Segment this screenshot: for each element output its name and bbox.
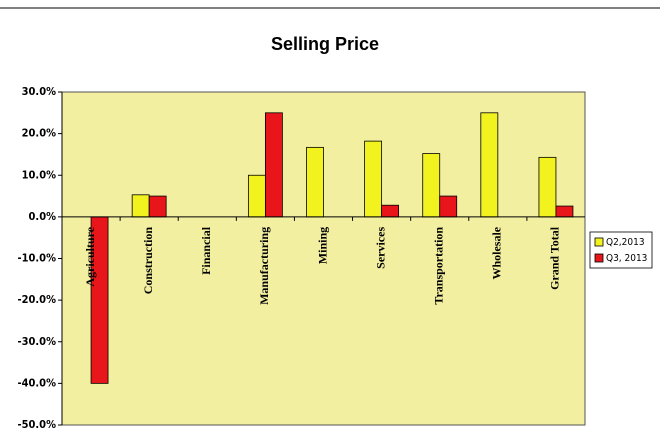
- x-tick-label: Financial: [199, 226, 213, 275]
- y-tick-label: 20.0%: [22, 127, 56, 140]
- bar: [538, 156, 557, 218]
- y-tick-label: -40.0%: [18, 376, 57, 389]
- x-tick-label: Wholesale: [490, 226, 504, 279]
- bar: [306, 146, 324, 218]
- x-tick-label: Construction: [141, 227, 155, 295]
- y-tick-label: -30.0%: [18, 335, 57, 348]
- x-tick-label: Manufacturing: [257, 227, 271, 305]
- y-tick-label: 30.0%: [22, 85, 56, 98]
- bar: [422, 153, 441, 218]
- y-tick-label: -50.0%: [18, 418, 57, 431]
- y-tick-label: 10.0%: [22, 168, 56, 181]
- bar: [247, 174, 266, 218]
- y-tick-label: -10.0%: [18, 252, 57, 265]
- legend-swatch: [594, 253, 604, 263]
- legend-label: Q2,2013: [606, 237, 645, 248]
- legend-label: Q3, 2013: [606, 253, 647, 264]
- bar: [364, 140, 383, 218]
- x-tick-label: Agriculture: [83, 226, 97, 286]
- x-tick-label: Services: [373, 227, 387, 269]
- x-tick-label: Mining: [315, 227, 329, 264]
- bar: [148, 195, 167, 218]
- legend-swatch: [594, 237, 604, 247]
- x-tick-label: Transportation: [431, 227, 445, 305]
- y-tick-label: 0.0%: [29, 210, 57, 223]
- bar: [381, 204, 400, 218]
- chart-title: Selling Price: [271, 34, 379, 54]
- bar: [555, 205, 574, 218]
- bar: [264, 112, 283, 218]
- bar: [480, 112, 499, 218]
- bar: [131, 194, 150, 218]
- bar: [439, 195, 458, 218]
- y-tick-label: -20.0%: [18, 293, 57, 306]
- x-tick-label: Grand Total: [548, 226, 562, 290]
